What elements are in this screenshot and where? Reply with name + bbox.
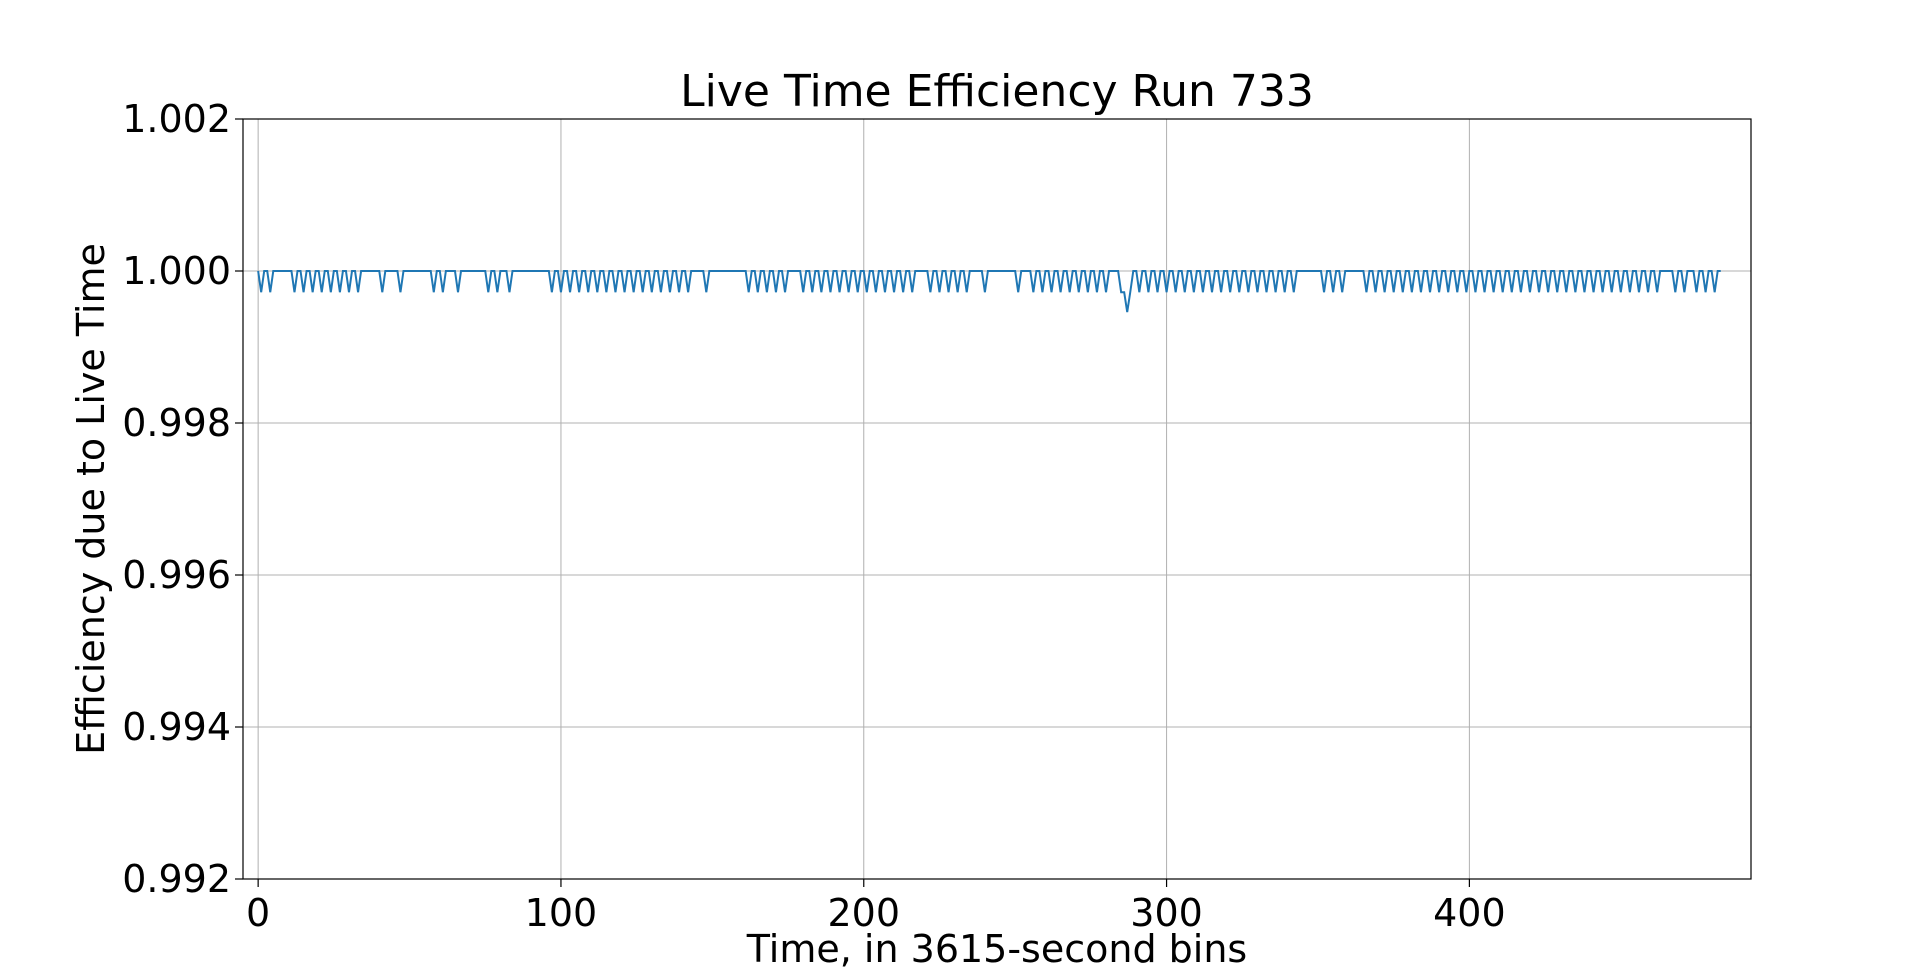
x-tick-label: 0	[246, 891, 270, 935]
series-line	[257, 270, 1721, 313]
x-tick-label: 400	[1433, 891, 1506, 935]
x-axis: 0 100 200 300 400	[246, 879, 1506, 935]
x-axis-label: Time, in 3615-second bins	[746, 927, 1247, 971]
y-tick-label: 1.000	[122, 249, 231, 293]
x-tick-label: 100	[525, 891, 598, 935]
plot-area	[242, 118, 1752, 880]
chart-title: Live Time Efficiency Run 733	[680, 66, 1314, 117]
grid	[243, 118, 1751, 880]
x-tick-label: 200	[827, 891, 900, 935]
y-tick-label: 0.994	[122, 705, 231, 749]
y-tick-label: 1.002	[122, 97, 231, 141]
x-tick-label: 300	[1130, 891, 1203, 935]
y-axis-label: Efficiency due to Live Time	[69, 243, 113, 755]
y-tick-label: 0.992	[122, 857, 231, 901]
y-axis: 0.992 0.994 0.996 0.998 1.000 1.002	[122, 97, 243, 901]
y-tick-label: 0.996	[122, 553, 231, 597]
series-layer	[257, 270, 1721, 313]
y-tick-label: 0.998	[122, 401, 231, 445]
